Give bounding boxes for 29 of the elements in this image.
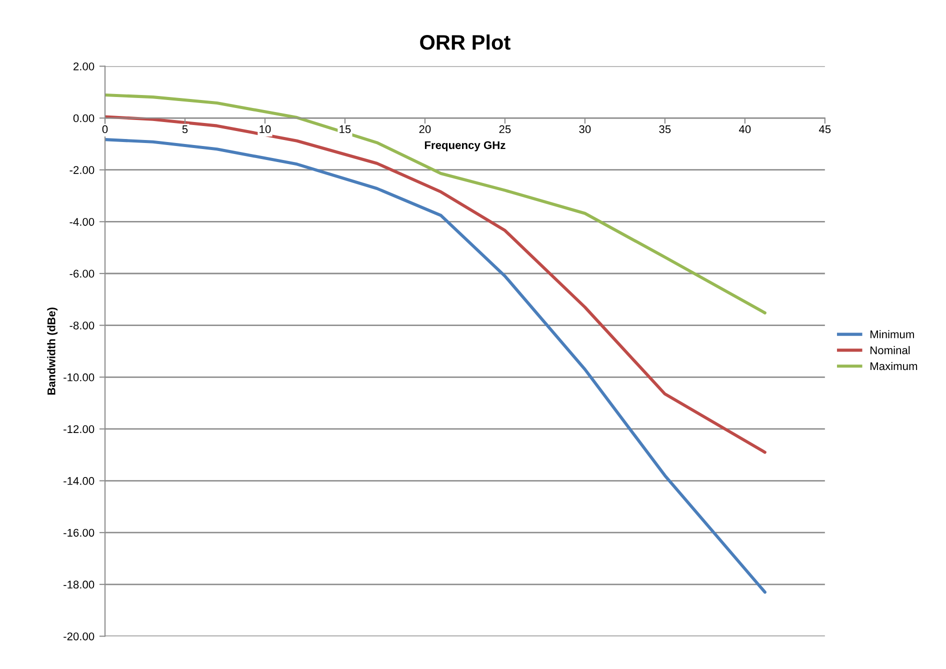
y-tick-label: -10.00 <box>64 373 94 382</box>
x-tick-label: 5 <box>182 125 188 134</box>
legend-label: Minimum <box>870 330 914 338</box>
x-axis-title: Frequency GHz <box>424 141 506 152</box>
y-tick-label: -12.00 <box>64 425 94 434</box>
x-tick-label: 20 <box>419 125 431 134</box>
y-tick-label: 2.00 <box>74 62 94 70</box>
x-tick-label: 25 <box>499 125 511 134</box>
y-tick-label: -18.00 <box>64 580 94 589</box>
y-tick-label: -16.00 <box>64 528 94 537</box>
y-tick-label: -2.00 <box>70 166 94 174</box>
x-tick-label: 30 <box>579 125 591 134</box>
y-axis-title: Bandwidth (dBe) <box>47 308 58 395</box>
y-tick-label: -14.00 <box>64 477 94 485</box>
y-tick-label: -4.00 <box>70 218 94 226</box>
y-tick-label: -20.00 <box>64 632 94 640</box>
x-tick-label: 45 <box>818 125 831 134</box>
line-series <box>105 138 766 594</box>
y-tick-label: -8.00 <box>70 322 94 330</box>
chart-title: ORR Plot <box>420 34 510 50</box>
y-tick-label: 0.00 <box>73 114 94 122</box>
x-tick-label: 35 <box>659 125 671 134</box>
x-tick-label: 10 <box>260 125 271 134</box>
y-tick-label: -6.00 <box>70 270 94 278</box>
legend-label: Maximum <box>870 362 918 370</box>
legend-label: Nominal <box>870 346 910 354</box>
x-tick-label: 0 <box>102 125 108 134</box>
x-tick-label: 40 <box>739 125 751 134</box>
x-tick-label: 15 <box>340 125 351 134</box>
